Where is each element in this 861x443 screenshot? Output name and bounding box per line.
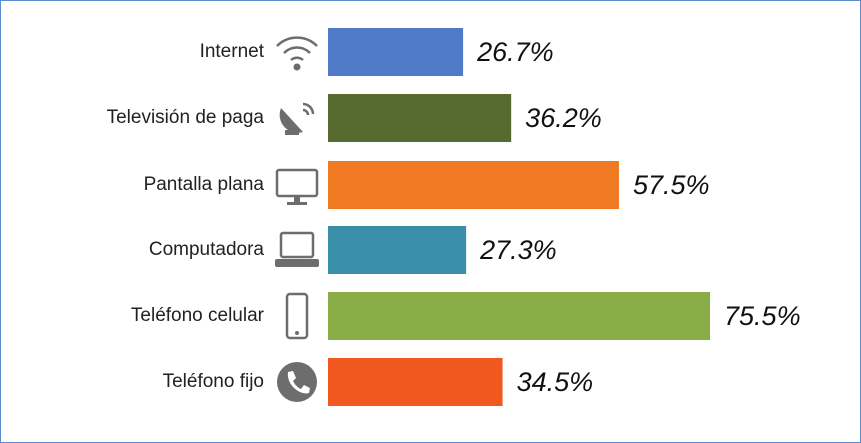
category-label: Teléfono fijo [163, 371, 264, 392]
icon-landline [277, 362, 317, 402]
icon-monitor [275, 168, 319, 205]
icon-satellite [279, 102, 315, 135]
category-label: Pantalla plana [144, 174, 265, 195]
icon-laptop [275, 231, 319, 267]
category-label: Televisión de paga [107, 107, 265, 128]
bar [328, 28, 464, 76]
bar [328, 358, 503, 406]
value-label: 75.5% [724, 301, 801, 331]
value-label: 36.2% [525, 103, 602, 133]
value-label: 57.5% [633, 170, 710, 200]
value-label: 26.7% [476, 37, 554, 67]
bar [328, 94, 512, 142]
icon-wifi [276, 36, 318, 71]
bar [328, 226, 467, 274]
value-label: 34.5% [517, 367, 594, 397]
category-label: Teléfono celular [131, 305, 265, 326]
category-label: Internet [200, 41, 265, 62]
value-label: 27.3% [479, 235, 557, 265]
bar [328, 292, 711, 340]
icon-phone [285, 292, 309, 340]
category-label: Computadora [149, 239, 265, 260]
bar [328, 161, 619, 209]
